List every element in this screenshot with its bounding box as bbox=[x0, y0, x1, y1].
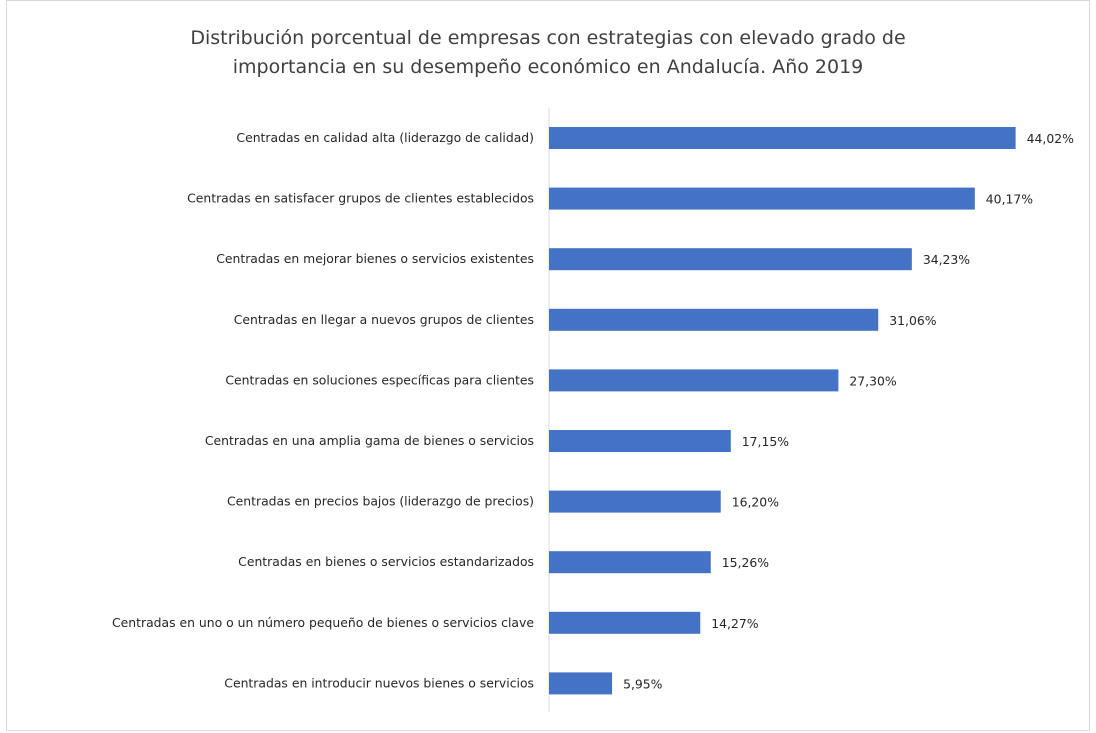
value-label: 44,02% bbox=[1027, 131, 1074, 146]
value-label: 5,95% bbox=[623, 676, 663, 691]
category-label: Centradas en calidad alta (liderazgo de … bbox=[236, 130, 534, 145]
category-label: Centradas en una amplia gama de bienes o… bbox=[205, 433, 534, 448]
category-label: Centradas en soluciones específicas para… bbox=[225, 372, 534, 387]
category-label: Centradas en satisfacer grupos de client… bbox=[187, 191, 534, 206]
chart-marks: Centradas en calidad alta (liderazgo de … bbox=[112, 127, 1074, 695]
value-label: 40,17% bbox=[986, 192, 1033, 207]
bar bbox=[549, 611, 701, 634]
bar bbox=[549, 551, 711, 574]
bar bbox=[549, 248, 912, 271]
chart-title: Distribución porcentual de empresas con … bbox=[0, 24, 1096, 82]
category-label: Centradas en introducir nuevos bienes o … bbox=[224, 675, 534, 690]
bar bbox=[549, 430, 731, 452]
category-label: Centradas en mejorar bienes o servicios … bbox=[216, 251, 534, 266]
value-label: 34,23% bbox=[923, 252, 970, 267]
chart-title-line-2: importancia en su desempeño económico en… bbox=[232, 56, 864, 78]
bar bbox=[549, 369, 839, 392]
value-label: 31,06% bbox=[889, 313, 936, 328]
bar bbox=[549, 127, 1016, 149]
value-label: 17,15% bbox=[742, 434, 789, 449]
bar bbox=[549, 490, 721, 513]
chart-title-line-1: Distribución porcentual de empresas con … bbox=[190, 27, 906, 49]
category-label: Centradas en precios bajos (liderazgo de… bbox=[227, 494, 534, 509]
value-label: 14,27% bbox=[711, 616, 758, 631]
category-label: Centradas en bienes o servicios estandar… bbox=[238, 554, 534, 569]
chart-frame bbox=[6, 0, 1090, 731]
bar bbox=[549, 308, 879, 331]
bar bbox=[549, 672, 613, 695]
value-label: 27,30% bbox=[849, 373, 896, 388]
value-label: 15,26% bbox=[722, 555, 769, 570]
category-label: Centradas en llegar a nuevos grupos de c… bbox=[234, 312, 534, 327]
bar bbox=[549, 187, 975, 210]
category-label: Centradas en uno o un número pequeño de … bbox=[112, 615, 534, 630]
value-label: 16,20% bbox=[732, 495, 779, 510]
